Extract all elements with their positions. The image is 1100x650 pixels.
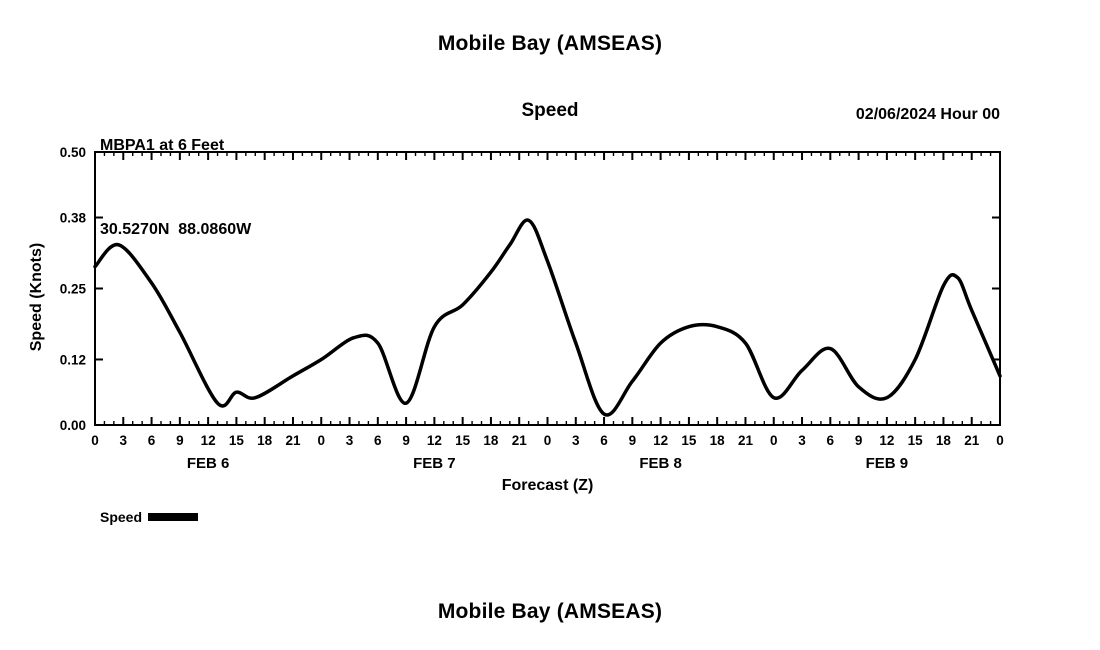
x-tick-label: 6 [600, 433, 608, 448]
x-tick-label: 15 [455, 433, 471, 448]
y-tick-label: 0.00 [60, 418, 86, 433]
y-tick-label: 0.50 [60, 145, 86, 160]
day-label: FEB 8 [639, 455, 682, 472]
forecast-datetime: 02/06/2024 Hour 00 [855, 106, 1000, 123]
x-tick-label: 12 [879, 433, 894, 448]
x-tick-label: 0 [91, 433, 99, 448]
x-tick-label: 18 [710, 433, 726, 448]
x-tick-label: 21 [964, 433, 980, 448]
x-tick-label: 9 [176, 433, 184, 448]
x-tick-label: 15 [908, 433, 924, 448]
x-tick-label: 12 [427, 433, 442, 448]
x-tick-label: 9 [855, 433, 863, 448]
x-tick-label: 15 [681, 433, 697, 448]
station-name: MBPA1 at 6 Feet [100, 137, 225, 154]
chart-title-top: Mobile Bay (AMSEAS) [437, 32, 663, 55]
x-tick-label: 3 [798, 433, 806, 448]
y-tick-label: 0.12 [60, 352, 86, 367]
x-tick-label: 9 [402, 433, 410, 448]
x-tick-label: 21 [738, 433, 754, 448]
y-tick-label: 0.25 [60, 282, 87, 297]
station-coordinates: 30.5270N 88.0860W [100, 221, 252, 238]
day-label: FEB 6 [187, 455, 230, 472]
day-label: FEB 9 [866, 455, 909, 472]
x-tick-label: 12 [201, 433, 216, 448]
x-tick-label: 18 [257, 433, 273, 448]
x-tick-label: 3 [120, 433, 128, 448]
x-tick-label: 0 [544, 433, 552, 448]
station-info: MBPA1 at 6 Feet 30.5270N 88.0860W [100, 76, 251, 300]
x-tick-label: 21 [512, 433, 528, 448]
chart-subtitle-speed: Speed [521, 100, 579, 121]
legend: Speed [100, 509, 199, 525]
x-tick-label: 0 [996, 433, 1004, 448]
x-tick-label: 21 [285, 433, 301, 448]
x-axis-label: Forecast (Z) [501, 477, 594, 494]
x-tick-label: 3 [572, 433, 580, 448]
x-tick-label: 9 [629, 433, 637, 448]
y-tick-label: 0.38 [60, 211, 87, 226]
chart-title-bottom: Mobile Bay (AMSEAS) [437, 600, 663, 623]
x-tick-label: 6 [148, 433, 156, 448]
x-tick-label: 6 [827, 433, 835, 448]
plot-frame [94, 151, 1001, 426]
speed-series-line [93, 218, 1002, 417]
legend-label-speed: Speed [100, 509, 143, 525]
x-tick-label: 12 [653, 433, 668, 448]
day-label: FEB 7 [413, 455, 456, 472]
x-tick-label: 3 [346, 433, 354, 448]
legend-line-swatch-icon [148, 513, 199, 521]
x-tick-label: 6 [374, 433, 382, 448]
x-tick-label: 18 [936, 433, 952, 448]
x-tick-label: 15 [229, 433, 245, 448]
x-tick-label: 0 [770, 433, 778, 448]
x-tick-label: 18 [483, 433, 499, 448]
x-tick-label: 0 [317, 433, 325, 448]
